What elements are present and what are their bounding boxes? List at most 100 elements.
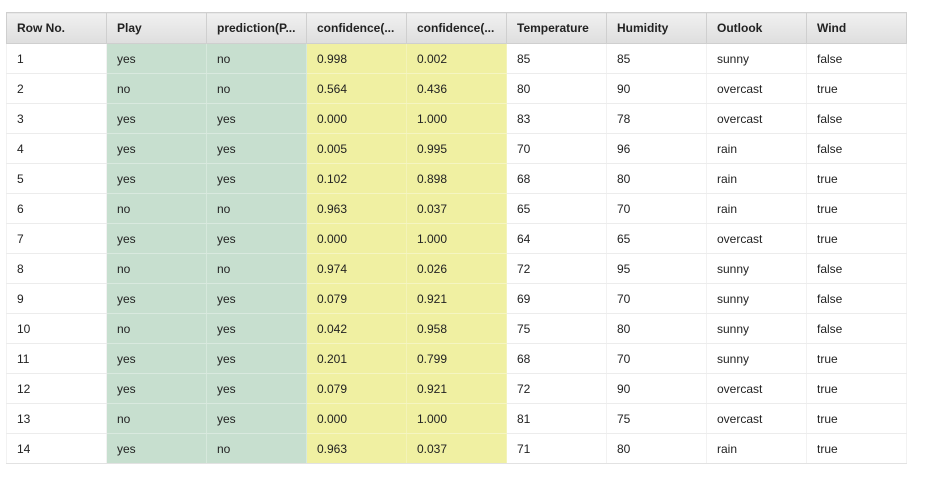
cell-wind: false: [806, 103, 907, 134]
table-row[interactable]: 4 yes yes 0.005 0.995 70 96 rain false: [6, 133, 907, 164]
table-row[interactable]: 8 no no 0.974 0.026 72 95 sunny false: [6, 253, 907, 284]
cell-humidity: 80: [606, 313, 707, 344]
cell-humidity: 78: [606, 103, 707, 134]
cell-wind: true: [806, 223, 907, 254]
cell-wind: true: [806, 73, 907, 104]
cell-row-no: 4: [6, 133, 107, 164]
cell-play: yes: [106, 283, 207, 314]
cell-humidity: 80: [606, 433, 707, 464]
cell-confidence-2: 1.000: [406, 103, 507, 134]
column-header-confidence-1[interactable]: confidence(...: [306, 12, 407, 44]
cell-temperature: 72: [506, 253, 607, 284]
cell-prediction: yes: [206, 223, 307, 254]
cell-play: yes: [106, 43, 207, 74]
cell-confidence-1: 0.000: [306, 103, 407, 134]
cell-temperature: 70: [506, 133, 607, 164]
column-header-wind[interactable]: Wind: [806, 12, 907, 44]
cell-humidity: 95: [606, 253, 707, 284]
cell-wind: true: [806, 403, 907, 434]
cell-humidity: 85: [606, 43, 707, 74]
cell-humidity: 65: [606, 223, 707, 254]
cell-row-no: 5: [6, 163, 107, 194]
column-header-row-no[interactable]: Row No.: [6, 12, 107, 44]
cell-row-no: 8: [6, 253, 107, 284]
cell-prediction: no: [206, 193, 307, 224]
table-row[interactable]: 9 yes yes 0.079 0.921 69 70 sunny false: [6, 283, 907, 314]
cell-temperature: 85: [506, 43, 607, 74]
cell-prediction: no: [206, 43, 307, 74]
cell-row-no: 12: [6, 373, 107, 404]
table-row[interactable]: 11 yes yes 0.201 0.799 68 70 sunny true: [6, 343, 907, 374]
cell-play: yes: [106, 433, 207, 464]
table-row[interactable]: 5 yes yes 0.102 0.898 68 80 rain true: [6, 163, 907, 194]
cell-wind: false: [806, 313, 907, 344]
cell-prediction: yes: [206, 163, 307, 194]
cell-prediction: yes: [206, 283, 307, 314]
cell-prediction: yes: [206, 403, 307, 434]
cell-row-no: 7: [6, 223, 107, 254]
cell-outlook: overcast: [706, 403, 807, 434]
cell-humidity: 70: [606, 193, 707, 224]
cell-temperature: 75: [506, 313, 607, 344]
table-row[interactable]: 13 no yes 0.000 1.000 81 75 overcast true: [6, 403, 907, 434]
cell-play: yes: [106, 223, 207, 254]
cell-row-no: 1: [6, 43, 107, 74]
cell-temperature: 80: [506, 73, 607, 104]
cell-play: no: [106, 403, 207, 434]
cell-humidity: 70: [606, 343, 707, 374]
cell-confidence-2: 0.436: [406, 73, 507, 104]
cell-wind: true: [806, 193, 907, 224]
cell-wind: true: [806, 373, 907, 404]
table-row[interactable]: 12 yes yes 0.079 0.921 72 90 overcast true: [6, 373, 907, 404]
cell-temperature: 69: [506, 283, 607, 314]
column-header-play[interactable]: Play: [106, 12, 207, 44]
column-header-outlook[interactable]: Outlook: [706, 12, 807, 44]
cell-row-no: 2: [6, 73, 107, 104]
cell-humidity: 80: [606, 163, 707, 194]
table-row[interactable]: 10 no yes 0.042 0.958 75 80 sunny false: [6, 313, 907, 344]
cell-prediction: no: [206, 253, 307, 284]
cell-confidence-1: 0.102: [306, 163, 407, 194]
cell-confidence-1: 0.000: [306, 223, 407, 254]
cell-play: yes: [106, 103, 207, 134]
cell-outlook: sunny: [706, 313, 807, 344]
table-row[interactable]: 2 no no 0.564 0.436 80 90 overcast true: [6, 73, 907, 104]
cell-wind: true: [806, 433, 907, 464]
cell-confidence-1: 0.564: [306, 73, 407, 104]
cell-play: yes: [106, 373, 207, 404]
cell-wind: true: [806, 163, 907, 194]
cell-confidence-2: 0.921: [406, 373, 507, 404]
column-header-humidity[interactable]: Humidity: [606, 12, 707, 44]
cell-outlook: overcast: [706, 223, 807, 254]
table-row[interactable]: 1 yes no 0.998 0.002 85 85 sunny false: [6, 43, 907, 74]
cell-humidity: 90: [606, 373, 707, 404]
cell-row-no: 6: [6, 193, 107, 224]
cell-row-no: 13: [6, 403, 107, 434]
cell-play: no: [106, 313, 207, 344]
cell-confidence-2: 1.000: [406, 403, 507, 434]
cell-confidence-1: 0.201: [306, 343, 407, 374]
cell-outlook: overcast: [706, 103, 807, 134]
cell-outlook: sunny: [706, 283, 807, 314]
cell-outlook: sunny: [706, 43, 807, 74]
cell-outlook: overcast: [706, 373, 807, 404]
cell-confidence-2: 0.995: [406, 133, 507, 164]
cell-wind: false: [806, 43, 907, 74]
cell-play: yes: [106, 343, 207, 374]
cell-humidity: 75: [606, 403, 707, 434]
cell-outlook: rain: [706, 133, 807, 164]
cell-confidence-1: 0.998: [306, 43, 407, 74]
table-header: Row No. Play prediction(P... confidence(…: [6, 12, 907, 44]
column-header-prediction[interactable]: prediction(P...: [206, 12, 307, 44]
cell-confidence-2: 0.026: [406, 253, 507, 284]
column-header-temperature[interactable]: Temperature: [506, 12, 607, 44]
table-row[interactable]: 6 no no 0.963 0.037 65 70 rain true: [6, 193, 907, 224]
table-row[interactable]: 3 yes yes 0.000 1.000 83 78 overcast false: [6, 103, 907, 134]
cell-temperature: 68: [506, 163, 607, 194]
column-header-confidence-2[interactable]: confidence(...: [406, 12, 507, 44]
cell-temperature: 83: [506, 103, 607, 134]
table-row[interactable]: 14 yes no 0.963 0.037 71 80 rain true: [6, 433, 907, 464]
cell-confidence-2: 0.037: [406, 193, 507, 224]
cell-prediction: yes: [206, 133, 307, 164]
table-row[interactable]: 7 yes yes 0.000 1.000 64 65 overcast true: [6, 223, 907, 254]
